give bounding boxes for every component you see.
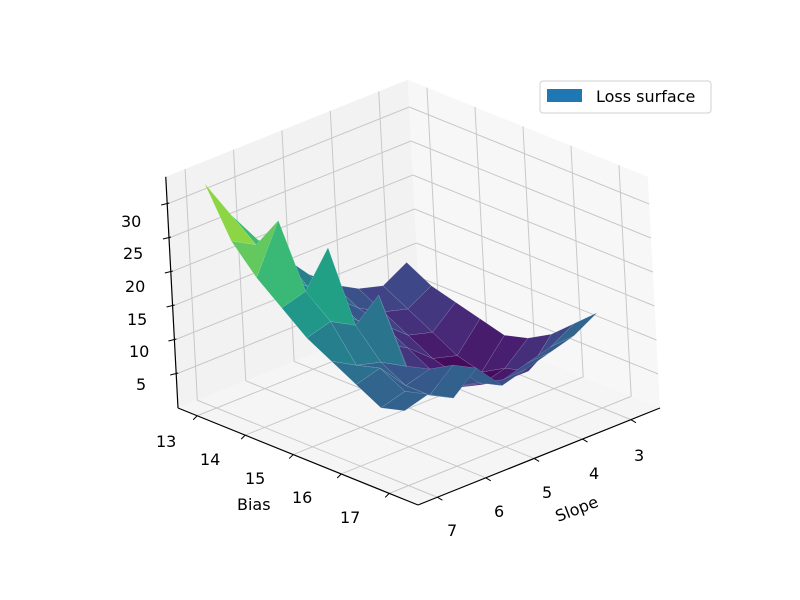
slope-tick-4: 4 xyxy=(589,464,599,483)
bias-tick-17: 17 xyxy=(340,508,360,527)
surface-facet xyxy=(550,312,598,347)
z-tick-labels: 5 10 15 20 25 30 xyxy=(121,212,149,394)
bias-gridline-wall xyxy=(522,126,536,358)
slope-gridline-wall xyxy=(233,149,247,381)
legend: Loss surface xyxy=(539,80,712,114)
z-gridline-right xyxy=(418,276,659,375)
bias-tick xyxy=(384,493,390,498)
z-gridline-right xyxy=(409,106,650,205)
bias-gridline-wall xyxy=(474,106,488,339)
slope-axis-label: Slope xyxy=(553,492,601,526)
surface-facet xyxy=(380,391,429,412)
z-gridline-right xyxy=(410,140,652,239)
z-tick-30: 30 xyxy=(121,212,141,231)
bias-gridline-floor xyxy=(389,395,632,494)
bias-axis-line xyxy=(177,407,419,506)
slope-gridline-wall xyxy=(184,169,198,401)
z-tick-15: 15 xyxy=(127,310,147,329)
z-gridline-left xyxy=(170,174,413,273)
z-tick xyxy=(162,236,172,240)
z-gridline-left xyxy=(168,140,412,239)
bias-tick xyxy=(192,415,198,421)
legend-swatch xyxy=(547,89,582,102)
slope-axis-line xyxy=(417,407,661,506)
axis-ticks xyxy=(161,202,637,501)
bias-gridline-wall xyxy=(426,87,440,319)
z-tick xyxy=(168,338,177,342)
z-gridline-right xyxy=(412,174,653,273)
z-tick-20: 20 xyxy=(125,277,145,296)
slope-tick-6: 6 xyxy=(494,502,504,521)
z-gridline-right xyxy=(414,208,655,307)
slope-tick xyxy=(582,438,588,443)
surface-facet xyxy=(502,352,550,380)
bias-tick-14: 14 xyxy=(200,450,220,469)
slope-tick xyxy=(630,419,637,424)
surface-facet xyxy=(526,335,574,364)
slope-tick-5: 5 xyxy=(542,483,552,502)
bias-tick-16: 16 xyxy=(292,488,312,507)
z-axis-line xyxy=(165,176,179,409)
legend-label: Loss surface xyxy=(596,87,695,106)
bias-tick xyxy=(336,473,342,479)
bias-tick-15: 15 xyxy=(245,469,265,488)
z-tick-10: 10 xyxy=(129,342,149,361)
bias-gridline-wall xyxy=(618,165,632,397)
z-tick-5: 5 xyxy=(136,375,146,394)
slope-tick-7: 7 xyxy=(447,521,457,540)
z-gridline-left xyxy=(172,208,415,307)
slope-tick xyxy=(437,496,443,501)
z-tick xyxy=(170,372,179,376)
z-gridline-right xyxy=(416,242,657,341)
bias-tick xyxy=(288,454,294,459)
bias-gridline-floor xyxy=(341,376,584,475)
slope-gridline-floor xyxy=(293,360,535,459)
slope-tick xyxy=(485,477,492,482)
bias-tick-13: 13 xyxy=(156,432,176,451)
slope-gridline-floor xyxy=(245,380,486,479)
bias-tick-labels: 13 14 15 16 17 Bias xyxy=(156,432,360,527)
axis-lines xyxy=(165,176,661,506)
slope-tick xyxy=(533,458,540,462)
z-tick xyxy=(166,304,175,308)
legend-frame xyxy=(539,80,712,114)
bias-axis-label: Bias xyxy=(237,495,271,514)
slope-tick-3: 3 xyxy=(634,446,644,465)
bias-tick xyxy=(240,434,246,440)
loss-surface xyxy=(204,183,598,412)
z-tick xyxy=(164,270,173,274)
z-tick-25: 25 xyxy=(123,244,143,263)
z-tick xyxy=(161,202,170,206)
slope-gridline-floor xyxy=(197,399,438,498)
bias-gridline-wall xyxy=(570,145,584,377)
